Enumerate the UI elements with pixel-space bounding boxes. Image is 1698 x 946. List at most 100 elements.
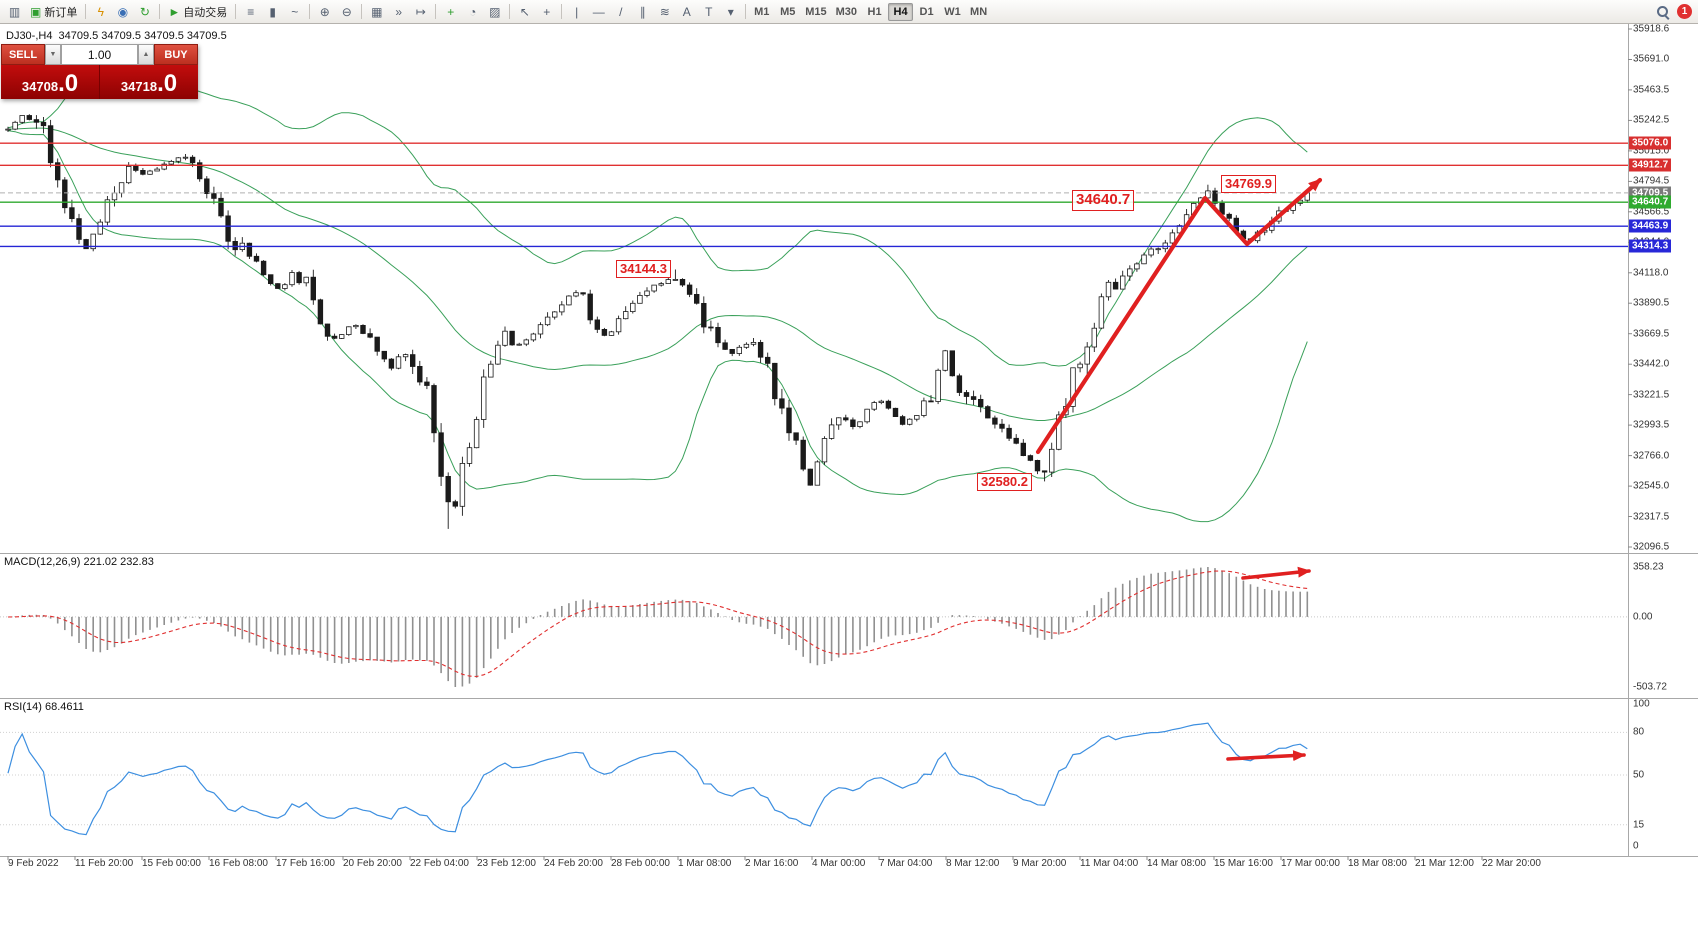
refresh-button[interactable]: ↻	[134, 2, 155, 22]
time-axis-label: 14 Mar 08:00	[1147, 858, 1206, 869]
rsi-scale-label: 0	[1633, 840, 1639, 852]
crosshair-button[interactable]: +	[536, 2, 557, 22]
timeframe-w1-button[interactable]: W1	[944, 5, 961, 18]
bollinger-bands	[7, 69, 1308, 523]
timeframe-h1-button[interactable]: H1	[867, 5, 882, 18]
time-axis-label: 24 Feb 20:00	[544, 858, 603, 869]
time-axis-label: 17 Mar 00:00	[1281, 858, 1340, 869]
volume-decrease-button[interactable]: ▼	[45, 44, 61, 65]
vertical-line-button[interactable]: |	[566, 2, 587, 22]
timeframe-m15-button[interactable]: M15	[805, 5, 827, 18]
sell-price[interactable]: 34708.0	[1, 65, 99, 99]
timeframe-d1-button[interactable]: D1	[919, 5, 934, 18]
price-axis-label: 32766.0	[1633, 450, 1670, 462]
chart-shift-button[interactable]: ↦	[410, 2, 431, 22]
indicators-button[interactable]: +	[440, 2, 461, 22]
search-icon[interactable]	[1656, 5, 1670, 19]
annotation-label-32580-2[interactable]: 32580.2	[977, 473, 1032, 492]
annotation-label-34640-7[interactable]: 34640.7	[1072, 190, 1135, 211]
candlestick-mode-icon: ▮	[269, 4, 277, 19]
volume-increase-button[interactable]: ▲	[138, 44, 154, 65]
zoom-out-button[interactable]: ⊖	[336, 2, 357, 22]
price-axis-label: 32993.5	[1633, 419, 1670, 431]
line-chart-mode-button[interactable]: ~	[284, 2, 305, 22]
bar-chart-mode-button[interactable]: ≡	[240, 2, 261, 22]
annotation-label-34144-3[interactable]: 34144.3	[616, 260, 671, 279]
price-axis-label: 35918.6	[1633, 23, 1670, 35]
timeframe-toolbar: M1 M5 M15 M30 H1 H4 D1 W1 MN	[749, 2, 991, 21]
candlestick-mode-button[interactable]: ▮	[262, 2, 283, 22]
time-axis-label: 20 Feb 20:00	[343, 858, 402, 869]
text-icon: A	[682, 4, 691, 19]
objects-arrows-button[interactable]: ▾	[720, 2, 741, 22]
refresh-icon: ↻	[139, 4, 150, 19]
buy-price-int: 34718	[120, 79, 158, 94]
price-axis-label: 35015.0	[1633, 145, 1670, 157]
time-axis-label: 2 Mar 16:00	[745, 858, 799, 869]
trend-arrow-main[interactable]	[1035, 177, 1323, 455]
time-axis-label: 28 Feb 00:00	[611, 858, 670, 869]
toolbar-separator	[309, 4, 311, 19]
objects-arrows-icon: ▾	[727, 4, 734, 19]
periods-icon: ◔	[469, 4, 477, 19]
bollinger-middle-band	[7, 127, 1308, 421]
templates-button[interactable]: ▨	[484, 2, 505, 22]
toolbar-separator	[561, 4, 563, 19]
macd-scale-label: -503.72	[1633, 681, 1667, 693]
horizontal-line-button[interactable]: —	[588, 2, 609, 22]
timeframe-m30-button[interactable]: M30	[835, 5, 858, 18]
channel-button[interactable]: ∥	[632, 2, 653, 22]
sell-price-pips: .0	[58, 70, 79, 97]
buy-button[interactable]: BUY	[154, 44, 198, 65]
new-order-label: 新订单	[44, 6, 78, 19]
new-chart-button[interactable]: ▥	[4, 2, 25, 22]
time-axis-label: 11 Mar 04:00	[1080, 858, 1139, 869]
price-axis-label: 33221.5	[1633, 389, 1670, 401]
price-axis-label: 34344.0	[1633, 236, 1670, 248]
timeframe-m1-button[interactable]: M1	[754, 5, 770, 18]
price-axis-label: 34118.0	[1633, 267, 1669, 279]
notification-badge[interactable]: 1	[1677, 4, 1692, 19]
tile-windows-button[interactable]: ▦	[366, 2, 387, 22]
auto-scroll-button[interactable]: »	[388, 2, 409, 22]
sell-button[interactable]: SELL	[1, 44, 45, 65]
trendline-button[interactable]: /	[610, 2, 631, 22]
vertical-line-icon: |	[575, 4, 579, 19]
cursor-button[interactable]: ↖	[514, 2, 535, 22]
fibonacci-button[interactable]: ≋	[654, 2, 675, 22]
trend-arrow-rsi[interactable]	[1226, 750, 1306, 762]
line-chart-mode-icon: ~	[291, 4, 299, 19]
toolbar-separator	[361, 4, 363, 19]
price-axis-label: 33890.5	[1633, 297, 1670, 309]
periods-button[interactable]: ◔	[462, 2, 483, 22]
text-label-button[interactable]: T	[698, 2, 719, 22]
timeframe-m5-button[interactable]: M5	[780, 5, 796, 18]
zoom-in-button[interactable]: ⊕	[314, 2, 335, 22]
time-axis-label: 16 Feb 08:00	[209, 858, 268, 869]
buy-price-pips: .0	[157, 70, 178, 97]
tile-windows-icon: ▦	[371, 4, 383, 19]
price-axis-label: 34566.5	[1633, 206, 1670, 218]
timeframe-h4-button[interactable]: H4	[888, 2, 914, 21]
timeframe-mn-button[interactable]: MN	[970, 5, 988, 18]
buy-price[interactable]: 34718.0	[100, 65, 198, 99]
macd-scale-label: 0.00	[1633, 611, 1653, 623]
price-axis-label: 35242.5	[1633, 114, 1670, 126]
trend-arrow-macd[interactable]	[1241, 566, 1311, 580]
toolbar-separator	[159, 4, 161, 19]
horizontal-line-icon: —	[592, 4, 605, 19]
rsi-scale-label: 80	[1633, 726, 1645, 738]
time-axis-label: 9 Feb 2022	[8, 858, 59, 869]
bar-chart-mode-icon: ≡	[247, 4, 255, 19]
navigator-button[interactable]: ◉	[112, 2, 133, 22]
text-label-icon: T	[705, 4, 713, 19]
new-order-button[interactable]: ▣ 新订单	[26, 2, 81, 22]
price-tag-34463-9: 34463.9	[1629, 219, 1672, 233]
volume-input[interactable]	[61, 44, 138, 65]
market-watch-button[interactable]: ϟ	[90, 2, 111, 22]
text-button[interactable]: A	[676, 2, 697, 22]
auto-trading-button[interactable]: ► 自动交易	[164, 2, 231, 22]
annotation-label-34769-9[interactable]: 34769.9	[1221, 175, 1276, 194]
